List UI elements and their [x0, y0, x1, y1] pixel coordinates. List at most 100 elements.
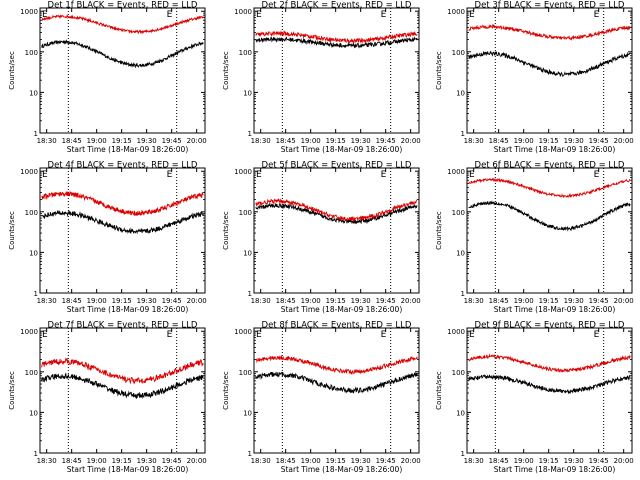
series-line-lld [468, 353, 631, 374]
y-axis-label: Counts/sec [8, 371, 16, 410]
marker-label: E [469, 330, 475, 340]
x-tick-label: 19:30 [351, 457, 371, 465]
x-tick-label: 19:45 [162, 297, 182, 305]
plot-frame [253, 327, 420, 454]
x-tick-label: 18:45 [489, 457, 509, 465]
y-tick-label: 1000 [234, 168, 252, 176]
x-axis-label: Start Time (18-Mar-09 18:26:00) [494, 305, 616, 314]
x-tick-label: 19:15 [112, 457, 132, 465]
series-line-events [468, 374, 631, 395]
marker-label: E [167, 10, 173, 20]
x-tick-label: 19:00 [514, 297, 534, 305]
x-tick-label: 20:00 [187, 137, 207, 145]
series-line-events [468, 50, 631, 77]
x-tick-label: 18:45 [276, 137, 296, 145]
y-axis-label: Counts/sec [435, 51, 443, 90]
x-tick-label: 20:00 [187, 457, 207, 465]
x-tick-label: 19:15 [112, 297, 132, 305]
detector-panel-5: Det 5f BLACK = Events, RED = LLD 1 10 100 10… [222, 161, 421, 315]
x-tick-label: 19:45 [162, 137, 182, 145]
y-tick-label: 100 [239, 369, 252, 377]
y-tick-label: 10 [456, 249, 465, 257]
y-tick-label: 1000 [234, 8, 252, 16]
detector-panel-9: Det 9f BLACK = Events, RED = LLD 1 10 100 10… [435, 321, 634, 475]
x-tick-label: 19:00 [87, 297, 107, 305]
x-tick-label: 19:15 [539, 137, 559, 145]
series-line-lld [255, 30, 418, 44]
detector-panel-4: Det 4f BLACK = Events, RED = LLD 1 10 100 10… [8, 161, 207, 315]
panel-title: Det 7f BLACK = Events, RED = LLD [48, 321, 198, 331]
plot-frame [466, 327, 633, 454]
marker-label: E [42, 170, 48, 180]
panel-title: Det 1f BLACK = Events, RED = LLD [48, 1, 198, 11]
x-tick-label: 18:45 [489, 137, 509, 145]
x-tick-label: 19:45 [376, 297, 396, 305]
marker-label: E [381, 330, 387, 340]
x-tick-label: 19:00 [514, 457, 534, 465]
x-tick-label: 19:30 [564, 137, 584, 145]
series-line-lld [41, 14, 204, 35]
x-axis-label: Start Time (18-Mar-09 18:26:00) [494, 465, 616, 474]
y-tick-label: 100 [452, 49, 465, 57]
plot-frame [253, 7, 420, 134]
x-tick-label: 19:00 [87, 457, 107, 465]
marker-label: E [469, 170, 475, 180]
series-line-events [41, 209, 204, 235]
series-line-events [41, 39, 204, 69]
x-tick-label: 18:45 [62, 137, 82, 145]
y-tick-label: 10 [29, 249, 38, 257]
y-tick-label: 100 [25, 49, 38, 57]
marker-label: E [42, 330, 48, 340]
marker-label: E [381, 10, 387, 20]
x-tick-label: 20:00 [401, 297, 421, 305]
plot-frame [466, 7, 633, 134]
y-axis-label: Counts/sec [222, 51, 230, 90]
series-line-lld [41, 190, 204, 217]
x-tick-label: 19:45 [162, 457, 182, 465]
x-tick-label: 19:15 [326, 137, 346, 145]
marker-label: E [594, 10, 600, 20]
y-tick-label: 1000 [20, 328, 38, 336]
y-tick-label: 100 [452, 209, 465, 217]
panel-title: Det 3f BLACK = Events, RED = LLD [475, 1, 625, 11]
detector-panel-6: Det 6f BLACK = Events, RED = LLD 1 10 100 10… [435, 161, 634, 315]
x-tick-label: 19:30 [564, 297, 584, 305]
y-tick-label: 10 [29, 89, 38, 97]
x-tick-label: 19:30 [564, 457, 584, 465]
x-tick-label: 18:30 [251, 137, 271, 145]
y-tick-label: 1 [248, 130, 252, 138]
y-tick-label: 100 [452, 369, 465, 377]
panel-title: Det 8f BLACK = Events, RED = LLD [262, 321, 412, 331]
x-tick-label: 19:30 [351, 137, 371, 145]
x-tick-label: 19:15 [326, 457, 346, 465]
series-line-lld [468, 23, 631, 42]
x-tick-label: 18:45 [276, 297, 296, 305]
panel-title: Det 5f BLACK = Events, RED = LLD [262, 161, 412, 171]
x-tick-label: 19:45 [589, 137, 609, 145]
y-tick-label: 10 [29, 409, 38, 417]
x-tick-label: 18:45 [489, 297, 509, 305]
marker-label: E [167, 170, 173, 180]
x-tick-label: 19:45 [376, 137, 396, 145]
x-tick-label: 19:00 [87, 137, 107, 145]
x-tick-label: 20:00 [614, 457, 634, 465]
y-tick-label: 10 [456, 89, 465, 97]
plot-frame [39, 167, 206, 294]
x-tick-label: 18:30 [464, 457, 484, 465]
x-tick-label: 20:00 [187, 297, 207, 305]
x-tick-label: 19:00 [514, 137, 534, 145]
x-tick-label: 20:00 [401, 137, 421, 145]
panel-title: Det 4f BLACK = Events, RED = LLD [48, 161, 198, 171]
y-tick-label: 1 [248, 450, 252, 458]
x-tick-label: 18:45 [62, 457, 82, 465]
x-tick-label: 19:30 [137, 297, 157, 305]
y-tick-label: 10 [243, 409, 252, 417]
y-tick-label: 1 [34, 290, 38, 298]
y-axis-label: Counts/sec [435, 371, 443, 410]
x-tick-label: 19:15 [112, 137, 132, 145]
panel-title: Det 9f BLACK = Events, RED = LLD [475, 321, 625, 331]
series-line-events [468, 200, 631, 232]
x-tick-label: 19:15 [326, 297, 346, 305]
panel-title: Det 2f BLACK = Events, RED = LLD [262, 1, 412, 11]
